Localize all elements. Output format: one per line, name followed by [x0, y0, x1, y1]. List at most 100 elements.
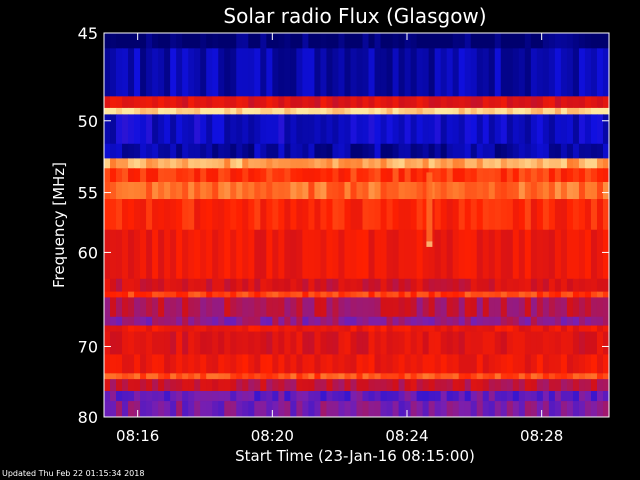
heatmap-cell	[416, 229, 424, 280]
heatmap-cell	[392, 114, 400, 145]
heatmap-cell	[398, 278, 406, 293]
heatmap-cell	[434, 316, 442, 326]
heatmap-cell	[284, 354, 291, 374]
heatmap-cell	[104, 48, 111, 97]
heatmap-cell	[152, 354, 159, 374]
heatmap-cell	[386, 391, 394, 402]
heatmap-cell	[428, 373, 436, 380]
heatmap-cell	[272, 373, 279, 380]
heatmap-cell	[512, 354, 520, 374]
heatmap-cell	[290, 158, 297, 169]
heatmap-cell	[308, 373, 316, 380]
heatmap-cell	[188, 316, 195, 326]
heatmap-cell	[110, 114, 117, 145]
heatmap-cell	[524, 48, 532, 97]
heatmap-cell	[410, 114, 418, 145]
heatmap-cell	[446, 401, 454, 418]
heatmap-cell	[182, 143, 189, 159]
heatmap-cell	[224, 229, 231, 280]
heatmap-cell	[434, 114, 442, 145]
heatmap-cell	[470, 107, 478, 115]
heatmap-cell	[458, 297, 466, 318]
heatmap-cell	[314, 158, 322, 169]
heatmap-cell	[104, 331, 111, 355]
heatmap-cell	[140, 181, 147, 200]
heatmap-cell	[374, 278, 382, 293]
heatmap-cell	[314, 379, 322, 392]
heatmap-cell	[206, 373, 213, 380]
heatmap-cell	[134, 181, 141, 200]
heatmap-cell	[548, 401, 556, 418]
heatmap-cell	[122, 297, 129, 318]
heatmap-cell	[410, 143, 418, 159]
heatmap-cell	[380, 158, 388, 169]
heatmap-cell	[140, 316, 147, 326]
heatmap-cell	[410, 331, 418, 355]
heatmap-cell	[494, 114, 502, 145]
heatmap-cell	[380, 373, 388, 380]
heatmap-cell	[524, 181, 532, 200]
heatmap-cell	[386, 278, 394, 293]
y-tick-label: 70	[78, 337, 98, 356]
heatmap-cell	[302, 143, 309, 159]
heatmap-cell	[194, 229, 201, 280]
heatmap-cell	[116, 297, 123, 318]
heatmap-cell	[188, 96, 195, 109]
heatmap-cell	[176, 331, 183, 355]
heatmap-cell	[578, 33, 586, 49]
heatmap-cell	[518, 48, 526, 97]
heatmap-cell	[326, 278, 334, 293]
heatmap-cell	[554, 107, 562, 115]
heatmap-cell	[134, 331, 141, 355]
heatmap-cell	[260, 354, 267, 374]
heatmap-cell	[596, 107, 604, 115]
heatmap-cell	[146, 168, 153, 183]
heatmap-cell	[248, 316, 255, 326]
heatmap-cell	[500, 379, 508, 392]
heatmap-cell	[128, 143, 135, 159]
heatmap-cell	[482, 278, 490, 293]
heatmap-cell	[368, 278, 376, 293]
heatmap-cell	[572, 168, 580, 183]
heatmap-cell	[470, 181, 478, 200]
heatmap-cell	[254, 291, 261, 298]
heatmap-cell	[434, 229, 442, 280]
heatmap-cell	[398, 168, 406, 183]
heatmap-cell	[128, 379, 135, 392]
heatmap-cell	[344, 107, 352, 115]
heatmap-cell	[536, 107, 544, 115]
heatmap-cell	[518, 379, 526, 392]
heatmap-cell	[500, 48, 508, 97]
heatmap-cell	[350, 391, 358, 402]
heatmap-cell	[464, 229, 472, 280]
heatmap-cell	[224, 181, 231, 200]
heatmap-cell	[410, 48, 418, 97]
heatmap-cell	[296, 379, 303, 392]
heatmap-cell	[248, 199, 255, 231]
heatmap-cell	[572, 107, 580, 115]
heatmap-cell	[374, 107, 382, 115]
heatmap-cell	[482, 114, 490, 145]
heatmap-cell	[254, 48, 261, 97]
heatmap-cell	[236, 278, 243, 293]
heatmap-cell	[410, 391, 418, 402]
heatmap-cell	[326, 297, 334, 318]
heatmap-cell	[338, 278, 346, 293]
heatmap-cell	[560, 354, 568, 374]
heatmap-cell	[350, 278, 358, 293]
heatmap-cell	[332, 107, 340, 115]
heatmap-cell	[308, 181, 316, 200]
heatmap-cell	[344, 297, 352, 318]
heatmap-cell	[470, 331, 478, 355]
heatmap-cell	[236, 291, 243, 298]
heatmap-cell	[524, 168, 532, 183]
heatmap-cell	[446, 33, 454, 49]
heatmap-cell	[272, 354, 279, 374]
heatmap-cell	[344, 114, 352, 145]
heatmap-cell	[218, 325, 225, 332]
heatmap-cell	[500, 107, 508, 115]
heatmap-cell	[488, 229, 496, 280]
heatmap-cell	[464, 401, 472, 418]
heatmap-cell	[572, 114, 580, 145]
heatmap-cell	[464, 107, 472, 115]
